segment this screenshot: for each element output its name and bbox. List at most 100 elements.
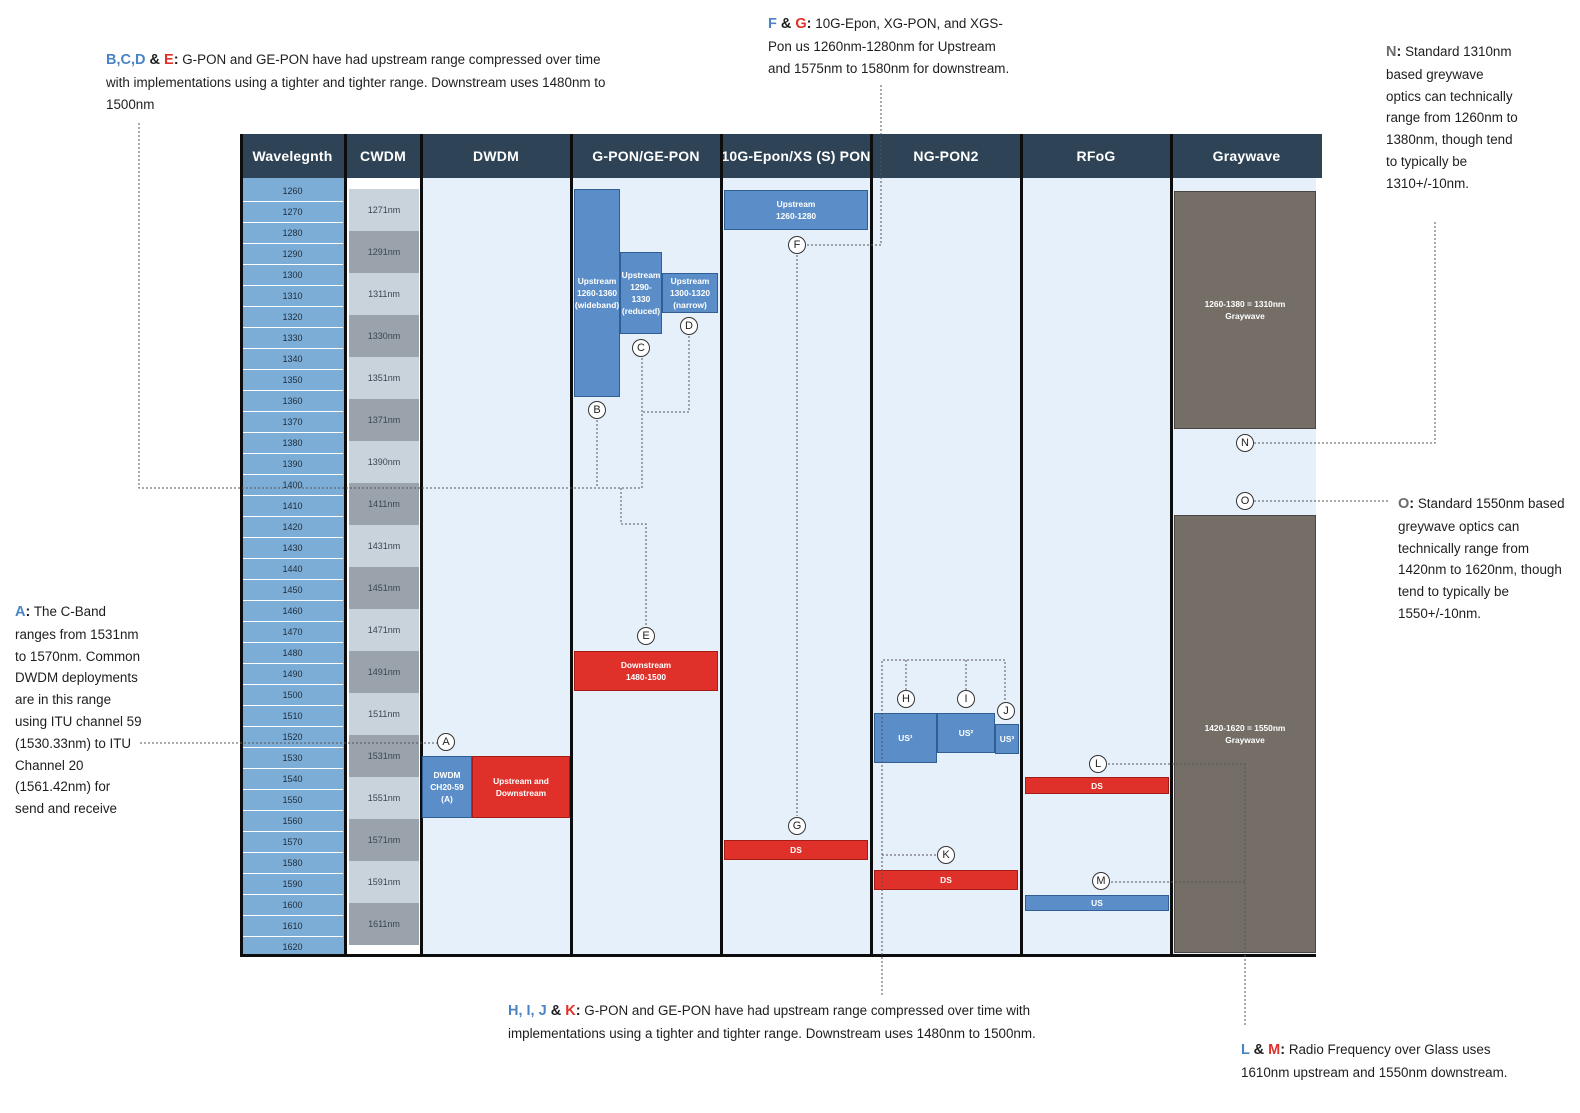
note-n-text: Standard 1310nm based greywave optics ca… [1386, 44, 1518, 191]
note-prefix-part: & [145, 52, 165, 68]
column-body [421, 178, 571, 957]
ngpon2-us2-bar: US² [937, 713, 995, 753]
column-divider [420, 134, 423, 957]
column-divider [344, 134, 347, 957]
column-header: NG-PON2 [871, 134, 1021, 178]
column-header: G-PON/GE-PON [571, 134, 721, 178]
wavelength-cell: 1570 [242, 832, 343, 853]
dwdm-channel-bar: DWDM CH20-59 (A) [422, 756, 472, 818]
ngpon2-us3-bar: US³ [995, 724, 1019, 754]
gpon-downstream-bar: Downstream 1480-1500 [574, 651, 718, 691]
note-prefix-part: : [1396, 44, 1402, 60]
column-divider [1020, 134, 1023, 957]
ngpon2-downstream-bar: DS [874, 870, 1018, 890]
column-header: Graywave [1171, 134, 1322, 178]
cwdm-cell: 1451nm [349, 567, 419, 609]
wavelength-chart: Wavelegnth 1260 1270 1280 1290 1300 1310 1320 1… [240, 134, 1322, 958]
note-prefix-part: : [806, 16, 812, 32]
tag-m: M [1092, 872, 1110, 890]
note-prefix-part: : [575, 1003, 581, 1019]
tag-o: O [1236, 492, 1254, 510]
note-o: O: Standard 1550nm based greywave optics… [1398, 493, 1568, 625]
column-header: Wavelegnth [240, 134, 345, 178]
cwdm-cell: 1291nm [349, 231, 419, 273]
rfog-downstream-bar: DS [1025, 777, 1169, 794]
wavelength-cell: 1430 [242, 538, 343, 559]
tag-e: E [637, 627, 655, 645]
column-header: RFoG [1021, 134, 1171, 178]
wavelength-cell: 1270 [242, 202, 343, 223]
wavelength-cell: 1530 [242, 748, 343, 769]
gpon-reduced-bar: Upstream 1290-1330 (reduced) [620, 252, 662, 334]
note-prefix-part: K [565, 1003, 576, 1019]
cwdm-cell: 1371nm [349, 399, 419, 441]
wavelength-cell: 1320 [242, 307, 343, 328]
note-prefix-part: G [795, 16, 807, 32]
cwdm-cell: 1511nm [349, 693, 419, 735]
note-prefix-part: L [1241, 1042, 1250, 1058]
chart-bottom-border [240, 954, 1316, 957]
column-divider [720, 134, 723, 957]
column-body [1021, 178, 1171, 957]
rfog-upstream-bar: US [1025, 895, 1169, 911]
wavelength-cell: 1600 [242, 895, 343, 916]
wavelength-cell: 1330 [242, 328, 343, 349]
cwdm-cell: 1571nm [349, 819, 419, 861]
wavelength-cell: 1490 [242, 664, 343, 685]
column-divider [570, 134, 573, 957]
note-prefix-part: : [1409, 496, 1415, 512]
note-prefix-part: : [25, 604, 31, 620]
cwdm-cell: 1311nm [349, 273, 419, 315]
note-hijk-text: G-PON and GE-PON have had upstream range… [508, 1003, 1036, 1041]
wavelength-cell: 1310 [242, 286, 343, 307]
note-bcde: B,C,D & E: G-PON and GE-PON have had ups… [106, 49, 626, 115]
xgs-upstream-bar: Upstream 1260-1280 [724, 190, 868, 230]
column-body [871, 178, 1021, 957]
cwdm-cell: 1531nm [349, 735, 419, 777]
note-prefix-part: : [1280, 1042, 1286, 1058]
tag-b: B [588, 401, 606, 419]
tag-d: D [680, 317, 698, 335]
note-hijk-prefix: H, I, J & K: [508, 1003, 581, 1019]
note-prefix-part: B,C,D [106, 52, 146, 68]
cwdm-cell: 1431nm [349, 525, 419, 567]
tag-c: C [632, 339, 650, 357]
note-prefix-part: & [1249, 1042, 1269, 1058]
note-fg: F & G: 10G-Epon, XG-PON, and XGS-Pon us … [768, 13, 1018, 79]
note-prefix-part: F [768, 16, 777, 32]
wavelength-cell: 1580 [242, 853, 343, 874]
wavelength-cell: 1300 [242, 265, 343, 286]
wavelength-cell: 1260 [242, 181, 343, 202]
wavelength-cell: 1590 [242, 874, 343, 895]
note-prefix-part: O [1398, 496, 1410, 512]
wavelength-cell: 1390 [242, 454, 343, 475]
wavelength-cell: 1450 [242, 580, 343, 601]
ngpon2-us1-bar: US¹ [874, 713, 937, 763]
note-hijk: H, I, J & K: G-PON and GE-PON have had u… [508, 1000, 1038, 1045]
column-divider [240, 134, 243, 957]
note-prefix-part: E [164, 52, 174, 68]
wavelength-cell: 1470 [242, 622, 343, 643]
note-prefix-part: H, I, J [508, 1003, 547, 1019]
note-prefix-part: A [15, 604, 26, 620]
wavelength-cell: 1420 [242, 517, 343, 538]
note-lm-text: Radio Frequency over Glass uses 1610nm u… [1241, 1042, 1508, 1080]
column-divider [870, 134, 873, 957]
column-header: DWDM [421, 134, 571, 178]
note-lm: L & M: Radio Frequency over Glass uses 1… [1241, 1039, 1531, 1084]
wavelength-cell: 1510 [242, 706, 343, 727]
cwdm-cell: 1390nm [349, 441, 419, 483]
wavelength-cell: 1480 [242, 643, 343, 664]
note-prefix-part: & [776, 16, 796, 32]
wavelength-cell: 1290 [242, 244, 343, 265]
wavelength-cell: 1340 [242, 349, 343, 370]
cwdm-cell: 1411nm [349, 483, 419, 525]
note-prefix-part: & [546, 1003, 566, 1019]
cwdm-cell: 1471nm [349, 609, 419, 651]
column-header: 10G-Epon/XS (S) PON [721, 134, 871, 178]
wavelength-cell: 1500 [242, 685, 343, 706]
note-o-text: Standard 1550nm based greywave optics ca… [1398, 496, 1565, 621]
graywave-1550-bar: 1420-1620 = 1550nm Graywave [1174, 515, 1316, 953]
dwdm-upstream-downstream-bar: Upstream and Downstream [472, 756, 570, 818]
wavelength-cell: 1540 [242, 769, 343, 790]
